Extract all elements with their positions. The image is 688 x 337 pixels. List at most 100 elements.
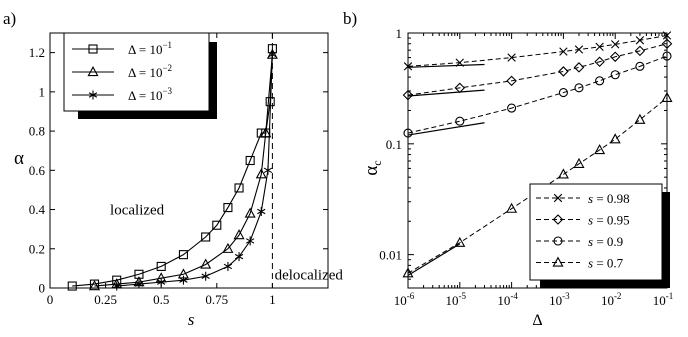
panel-b-point bbox=[454, 236, 466, 247]
panel-b-point bbox=[402, 267, 414, 278]
panel-b-point bbox=[573, 62, 585, 73]
panel-a-point bbox=[200, 258, 212, 269]
panel-b-x-tick-label: 10-4 bbox=[497, 291, 518, 308]
panel-a-point bbox=[179, 275, 188, 285]
panel-a-point bbox=[212, 220, 222, 230]
panel-a-chart: 0 0.25 0.5 0.75 1 0 0.2 0.4 0.6 0.8 1 1.2 s α localize… bbox=[14, 32, 343, 329]
panel-b-fit-line bbox=[407, 122, 485, 136]
panel-b-point bbox=[609, 51, 621, 63]
panel-b-legend: s = 0.98 s = 0.95 s = 0.9 s = 0.7 bbox=[529, 183, 670, 288]
panel-a-point bbox=[134, 279, 144, 289]
panel-b-series-line bbox=[407, 55, 668, 134]
panel-b-point bbox=[506, 202, 518, 213]
panel-a-y-tick-label: 0.4 bbox=[29, 202, 46, 217]
panel-b-y-tick-label: 0.1 bbox=[386, 137, 402, 152]
panel-b-series-line bbox=[407, 34, 668, 67]
panel-b-series-line bbox=[407, 43, 668, 96]
panel-a-x-tick-label: 1 bbox=[269, 292, 276, 307]
panel-b-y-tick-label: 1 bbox=[396, 26, 403, 41]
panel-b-legend-label: s = 0.9 bbox=[588, 234, 623, 249]
panel-a-point bbox=[88, 280, 101, 291]
panel-a-point bbox=[89, 279, 100, 289]
panel-b-point bbox=[611, 40, 620, 49]
panel-b-legend-marker bbox=[553, 193, 563, 203]
panel-b-point bbox=[455, 116, 465, 126]
panel-a-legend-label: Δ = 10−1 bbox=[128, 40, 172, 57]
panel-a-point bbox=[234, 183, 244, 193]
panel-b-legend-marker bbox=[552, 214, 564, 225]
panel-a-point bbox=[257, 207, 266, 216]
panel-b-x-tick-label: 10-2 bbox=[601, 291, 622, 308]
panel-b-chart: 10-6 10-5 10-4 10-3 10-2 10-1 0.01 0.1 1 Δαc s = 0… bbox=[361, 26, 673, 329]
panel-a-point bbox=[156, 261, 166, 271]
panel-b-point bbox=[573, 157, 585, 168]
panel-b-label: b) bbox=[343, 9, 357, 28]
panel-b-point bbox=[559, 47, 568, 56]
panel-a-annotation: localized bbox=[110, 203, 165, 219]
panel-a-point bbox=[268, 50, 277, 60]
panel-a-point bbox=[157, 277, 166, 287]
panel-b-point bbox=[662, 51, 672, 61]
panel-a-point bbox=[178, 250, 188, 260]
panel-a-y-axis-label: α bbox=[14, 148, 24, 169]
panel-b-x-tick-label: 10-3 bbox=[549, 291, 570, 308]
panel-a-point bbox=[234, 252, 244, 262]
panel-a-x-axis-label: s bbox=[188, 310, 195, 329]
panel-b-point bbox=[595, 42, 604, 52]
panel-b-legend-label: s = 0.95 bbox=[588, 213, 630, 228]
panel-b-point bbox=[594, 56, 605, 68]
panel-a-y-tick-label: 0.8 bbox=[29, 124, 45, 139]
panel-a-point bbox=[112, 281, 121, 291]
panel-b-point bbox=[403, 62, 413, 71]
panel-b-fit-line bbox=[407, 63, 485, 68]
panel-a-point bbox=[201, 232, 211, 242]
panel-b-legend-marker bbox=[552, 256, 564, 267]
panel-b-point bbox=[609, 133, 621, 144]
panel-a-legend-label: Δ = 10−3 bbox=[128, 86, 173, 103]
panel-a-legend-marker bbox=[88, 44, 98, 54]
panel-a-y-tick-label: 1 bbox=[39, 84, 46, 99]
panel-b-point bbox=[610, 70, 620, 80]
panel-a-point bbox=[263, 165, 273, 175]
panel-b-legend-box bbox=[529, 183, 663, 281]
panel-b-point bbox=[557, 168, 569, 179]
panel-a-x-tick-label: 0.25 bbox=[94, 292, 117, 307]
panel-b-point bbox=[507, 53, 516, 62]
panel-a-point bbox=[260, 127, 272, 138]
panel-b-point bbox=[635, 36, 645, 45]
panel-b-point bbox=[558, 88, 568, 98]
panel-b-point bbox=[455, 58, 464, 67]
panel-a-point bbox=[222, 242, 234, 253]
panel-b-point bbox=[662, 31, 672, 40]
panel-b-point bbox=[634, 45, 646, 57]
panel-a-y-tick-label: 0.2 bbox=[29, 241, 45, 256]
panel-a-point bbox=[233, 229, 245, 240]
panel-b-fit-line bbox=[407, 89, 485, 97]
panel-a-point bbox=[201, 271, 210, 281]
panel-b-series-line bbox=[407, 97, 668, 274]
panel-b-point bbox=[661, 91, 673, 102]
panel-a-point bbox=[244, 207, 256, 218]
panel-b-x-tick-label: 10-1 bbox=[653, 291, 674, 308]
panel-a-point bbox=[223, 203, 233, 213]
panel-a-legend: Δ = 10−1 Δ = 10−2 Δ = 10−3 bbox=[63, 32, 217, 119]
panel-b-point bbox=[594, 144, 606, 155]
panel-b-point bbox=[403, 128, 413, 138]
panel-b-x-axis-label: Δ bbox=[532, 312, 542, 329]
panel-b-point bbox=[635, 61, 645, 71]
panel-a-series-line bbox=[72, 48, 273, 287]
panel-b-legend-label: s = 0.98 bbox=[588, 191, 630, 206]
panel-a-legend-marker bbox=[87, 66, 99, 77]
panel-a-y-tick-label: 0 bbox=[39, 281, 46, 296]
panel-b-point bbox=[595, 76, 605, 86]
panel-b-point bbox=[402, 89, 414, 101]
panel-b-point bbox=[661, 38, 673, 50]
panel-a-point bbox=[255, 168, 267, 179]
panel-b-legend-label: s = 0.7 bbox=[588, 256, 624, 271]
panel-b-point bbox=[507, 103, 517, 113]
panel-b-y-axis-label: αc bbox=[361, 160, 384, 175]
panel-a-point bbox=[67, 281, 77, 291]
panel-a-legend-marker bbox=[88, 90, 98, 100]
panel-b-fit-line bbox=[407, 243, 461, 276]
